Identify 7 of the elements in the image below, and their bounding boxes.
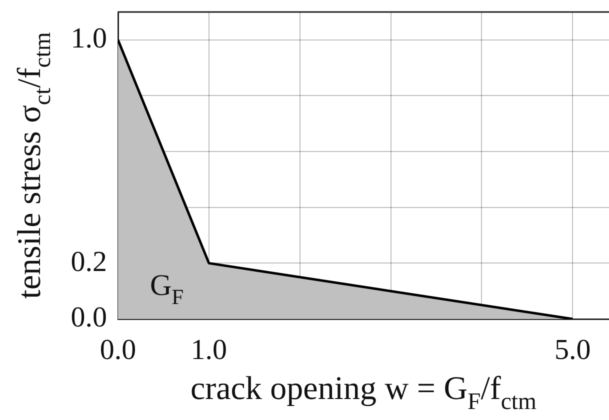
y-axis-title: tensile stress σct/fctm: [12, 32, 56, 299]
y-tick-label: 0.0: [70, 302, 107, 334]
y-tick-label: 0.2: [70, 246, 107, 278]
x-tick-label: 0.0: [100, 334, 136, 366]
y-tick-label: 1.0: [70, 22, 107, 55]
x-tick-label: 5.0: [554, 334, 591, 366]
x-tick-label: 1.0: [190, 334, 228, 366]
